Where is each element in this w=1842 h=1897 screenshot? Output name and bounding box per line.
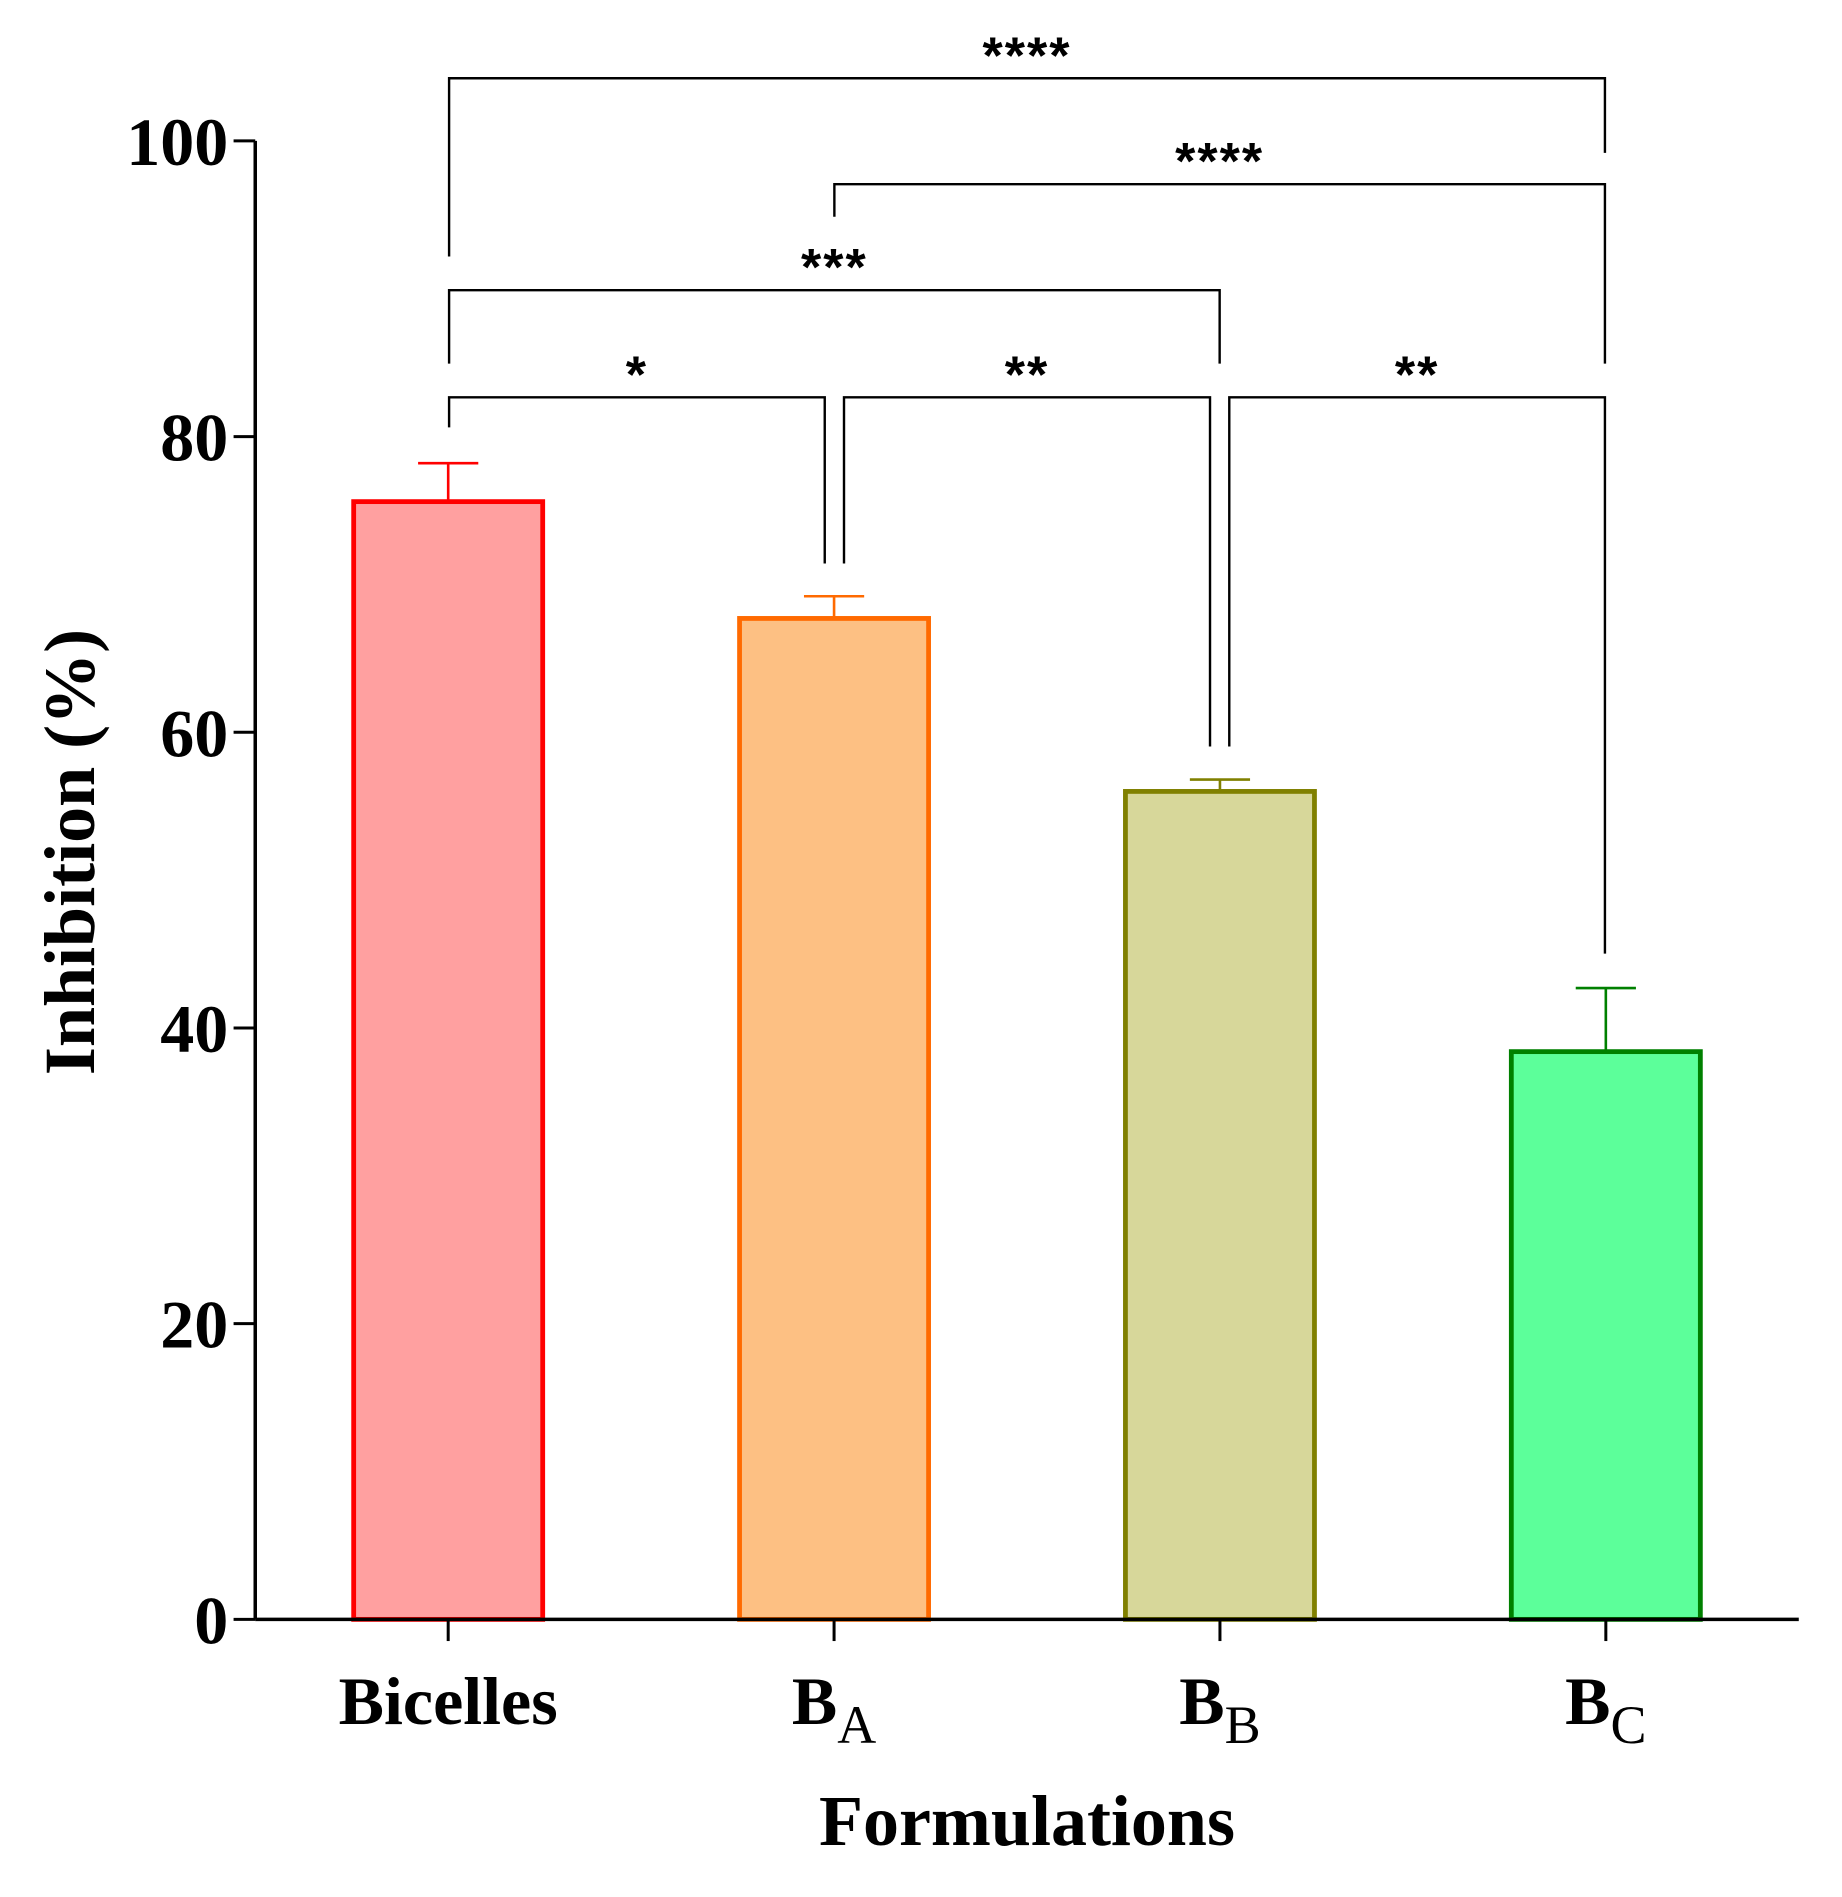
error-bar-bicelles: [418, 461, 479, 502]
significance-label: *: [626, 346, 648, 404]
significance-bracket: [447, 77, 1607, 257]
bar-bb: [1123, 789, 1317, 1622]
error-bar-bc: [1575, 986, 1636, 1052]
x-axis-title: Formulations: [819, 1781, 1235, 1861]
y-tick-label: 80: [160, 400, 228, 476]
error-bar-ba: [803, 594, 865, 619]
significance-bracket: [447, 288, 1221, 364]
x-tick-label-subscript: A: [837, 1695, 876, 1755]
significance-label: ***: [801, 239, 868, 297]
significance-bracket: [833, 183, 1607, 364]
significance-label: ****: [1175, 133, 1264, 191]
bar-ba: [737, 616, 931, 1622]
x-tick-label-main: B: [1565, 1663, 1610, 1739]
y-tick-label: 20: [160, 1287, 228, 1363]
x-tick-label-ba: BA: [792, 1663, 876, 1755]
x-tick-label-subscript: B: [1225, 1695, 1261, 1755]
y-tick-label: 100: [126, 104, 228, 180]
x-tick-label-bb: BB: [1179, 1663, 1260, 1755]
bars-layer: [351, 499, 1703, 1622]
x-tick-label-bicelles: Bicelles: [339, 1663, 558, 1739]
y-tick-label: 60: [160, 695, 228, 771]
x-tick-label-bc: BC: [1565, 1663, 1646, 1755]
x-tick-label-main: B: [792, 1663, 837, 1739]
significance-label: **: [1005, 346, 1049, 404]
x-tick-label-main: Bicelles: [339, 1663, 558, 1739]
y-tick-label: 0: [194, 1582, 228, 1658]
significance-bracket: [447, 396, 826, 564]
significance-label: **: [1395, 346, 1439, 404]
y-tick-label: 40: [160, 991, 228, 1067]
significance-brackets-layer: ************ ** **: [447, 27, 1607, 954]
y-axis-title: Inhibition (%): [30, 629, 110, 1075]
bar-bicelles: [351, 499, 546, 1622]
significance-bracket: [1228, 396, 1607, 954]
bar-bc: [1508, 1049, 1703, 1622]
significance-label: ****: [983, 27, 1072, 85]
error-bars-layer: [418, 461, 1636, 1052]
x-tick-label-main: B: [1179, 1663, 1224, 1739]
x-tick-label-subscript: C: [1610, 1695, 1646, 1755]
significance-bracket: [842, 396, 1212, 747]
error-bar-bb: [1189, 778, 1251, 792]
